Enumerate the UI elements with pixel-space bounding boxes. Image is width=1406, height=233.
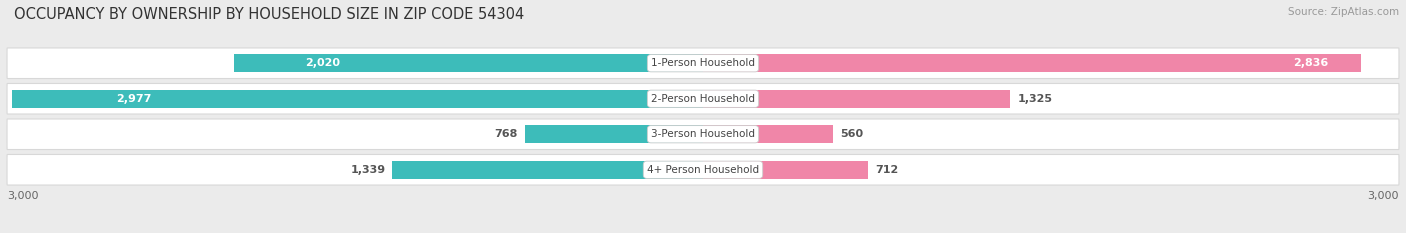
FancyBboxPatch shape bbox=[7, 83, 1399, 114]
Text: 1-Person Household: 1-Person Household bbox=[651, 58, 755, 68]
Bar bbox=[392, 161, 703, 179]
Text: 560: 560 bbox=[839, 129, 863, 139]
Text: OCCUPANCY BY OWNERSHIP BY HOUSEHOLD SIZE IN ZIP CODE 54304: OCCUPANCY BY OWNERSHIP BY HOUSEHOLD SIZE… bbox=[14, 7, 524, 22]
Text: 2-Person Household: 2-Person Household bbox=[651, 94, 755, 104]
Text: 2,977: 2,977 bbox=[115, 94, 152, 104]
Text: 712: 712 bbox=[875, 165, 898, 175]
FancyBboxPatch shape bbox=[7, 119, 1399, 150]
Bar bbox=[524, 125, 703, 144]
Text: 3,000: 3,000 bbox=[1368, 191, 1399, 201]
Text: 768: 768 bbox=[495, 129, 517, 139]
Bar bbox=[13, 89, 703, 108]
Text: 2,836: 2,836 bbox=[1292, 58, 1329, 68]
Text: 2,020: 2,020 bbox=[305, 58, 340, 68]
Text: 4+ Person Household: 4+ Person Household bbox=[647, 165, 759, 175]
FancyBboxPatch shape bbox=[7, 154, 1399, 185]
Bar bbox=[703, 54, 1361, 72]
Bar bbox=[703, 125, 832, 144]
Text: 1,339: 1,339 bbox=[350, 165, 385, 175]
Text: 3,000: 3,000 bbox=[7, 191, 38, 201]
Bar bbox=[703, 161, 868, 179]
Text: 3-Person Household: 3-Person Household bbox=[651, 129, 755, 139]
FancyBboxPatch shape bbox=[7, 48, 1399, 79]
Text: Source: ZipAtlas.com: Source: ZipAtlas.com bbox=[1288, 7, 1399, 17]
Bar bbox=[703, 89, 1011, 108]
Bar bbox=[235, 54, 703, 72]
Text: 1,325: 1,325 bbox=[1018, 94, 1052, 104]
